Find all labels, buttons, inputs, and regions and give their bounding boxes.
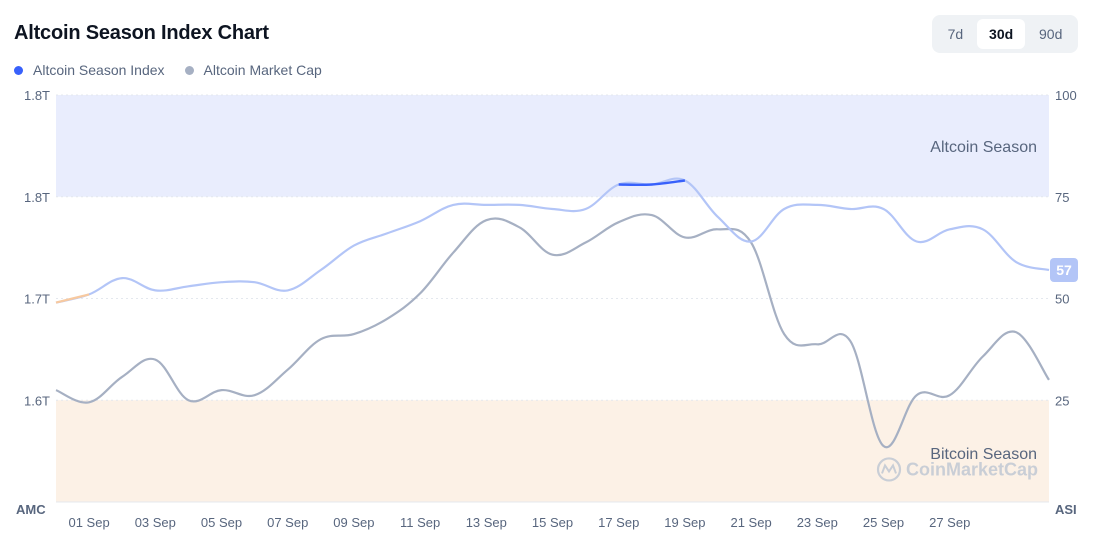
- series-line-start-segment: [55, 293, 90, 304]
- coinmarketcap-logo-icon: [876, 457, 902, 482]
- right-tick-label: 50: [1055, 292, 1069, 307]
- left-axis-label: AMC: [16, 502, 46, 517]
- watermark-text: CoinMarketCap: [906, 459, 1038, 479]
- right-axis-label: ASI: [1055, 502, 1077, 517]
- x-tick-label: 05 Sep: [201, 515, 242, 530]
- current-value-badge: 57: [1050, 258, 1078, 283]
- legend-label-marketcap: Altcoin Market Cap: [203, 62, 322, 78]
- coinmarketcap-watermark: CoinMarketCap: [876, 457, 1038, 482]
- left-tick-label: 1.7T: [24, 292, 50, 307]
- x-tick-label: 15 Sep: [532, 515, 573, 530]
- chart-title: Altcoin Season Index Chart: [14, 22, 269, 44]
- legend-item-index[interactable]: Altcoin Season Index: [14, 62, 165, 78]
- series-lines: [55, 177, 1050, 449]
- x-tick-label: 09 Sep: [333, 515, 374, 530]
- range-button-30d[interactable]: 30d: [976, 19, 1026, 49]
- legend-item-marketcap[interactable]: Altcoin Market Cap: [184, 62, 322, 78]
- left-tick-label: 1.8T: [24, 88, 50, 103]
- x-axis-ticks: 01 Sep 03 Sep 05 Sep 07 Sep 09 Sep 11 Sep 13 S…: [68, 515, 970, 530]
- chart-legend: Altcoin Season Index Altcoin Market Cap: [14, 62, 322, 78]
- x-tick-label: 03 Sep: [135, 515, 176, 530]
- series-line-altcoin-season-segment: [618, 179, 686, 187]
- coinmarketcap-logo-mark: [881, 463, 897, 474]
- left-axis-ticks: 1.8T 1.8T 1.7T 1.6T: [24, 88, 50, 408]
- badge-background: [1050, 258, 1078, 283]
- x-tick-label: 07 Sep: [267, 515, 308, 530]
- x-tick-label: 23 Sep: [797, 515, 838, 530]
- x-tick-label: 13 Sep: [466, 515, 507, 530]
- badge-value: 57: [1056, 262, 1072, 278]
- altcoin-season-label: Altcoin Season: [930, 139, 1037, 156]
- range-button-90d[interactable]: 90d: [1039, 26, 1063, 42]
- series-line-altcoin-season-index: [55, 177, 1050, 304]
- legend-dot-index: [14, 65, 23, 75]
- right-axis-ticks: 100 75 50 25: [1055, 88, 1077, 408]
- bitcoin-season-zone: [56, 400, 1049, 502]
- left-tick-label: 1.8T: [24, 190, 50, 205]
- gridlines: [56, 94, 1049, 503]
- time-range-selector: 7d 30d 90d: [932, 15, 1078, 53]
- right-tick-label: 25: [1055, 393, 1069, 408]
- altcoin-season-zone: [56, 95, 1049, 197]
- x-tick-label: 21 Sep: [730, 515, 771, 530]
- x-tick-label: 17 Sep: [598, 515, 639, 530]
- legend-label-index: Altcoin Season Index: [33, 62, 165, 78]
- right-tick-label: 100: [1055, 88, 1077, 103]
- x-tick-label: 01 Sep: [68, 515, 109, 530]
- x-tick-label: 11 Sep: [400, 515, 440, 530]
- series-line-altcoin-market-cap: [55, 213, 1050, 449]
- left-tick-label: 1.6T: [24, 393, 50, 408]
- bitcoin-season-label: Bitcoin Season: [930, 446, 1037, 463]
- x-tick-label: 27 Sep: [929, 515, 970, 530]
- legend-dot-marketcap: [184, 65, 194, 75]
- x-tick-label: 25 Sep: [863, 515, 904, 530]
- range-button-7d[interactable]: 7d: [947, 26, 964, 42]
- x-tick-label: 19 Sep: [664, 515, 705, 530]
- right-tick-label: 75: [1055, 190, 1069, 205]
